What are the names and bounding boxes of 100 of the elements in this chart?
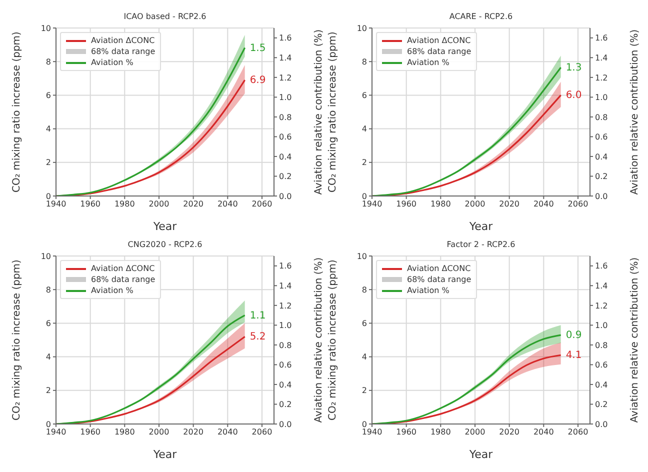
y-tick-label: 0: [46, 420, 51, 429]
x-tick-label: 2040: [533, 428, 554, 437]
x-tick-label: 2020: [183, 428, 204, 437]
y2-tick-label: 1.0: [279, 93, 292, 102]
x-tick-label: 2020: [499, 428, 520, 437]
chart-title: ACARE - RCP2.6: [448, 12, 514, 21]
y-tick-label: 2: [362, 386, 367, 396]
data-label: 6.0: [566, 90, 582, 102]
y-tick-label: 4: [46, 352, 51, 362]
legend-label: Aviation ΔCONC: [90, 263, 156, 274]
y-axis-title: CO₂ mixing ratio increase (ppm): [328, 31, 339, 192]
y-tick-label: 0: [46, 192, 51, 201]
y-tick-label: 8: [362, 285, 367, 294]
y2-tick-label: 1.6: [279, 34, 292, 43]
x-tick-label: 1980: [114, 428, 135, 437]
x-tick-label: 1960: [396, 200, 417, 209]
x-tick-label: 1980: [430, 200, 451, 209]
y-tick-label: 0: [362, 192, 367, 201]
y-tick-label: 4: [362, 352, 367, 362]
y2-tick-label: 1.4: [279, 53, 292, 62]
y2-tick-label: 0.2: [279, 172, 292, 182]
y2-tick-label: 0.0: [279, 192, 292, 201]
x-tick-label: 2000: [148, 428, 170, 437]
y-tick-label: 8: [46, 285, 51, 294]
y2-tick-label: 0.8: [595, 112, 608, 122]
y2-tick-label: 0.2: [595, 400, 608, 410]
chart-title: CNG2020 - RCP2.6: [126, 240, 204, 249]
y2-tick-label: 0.0: [279, 420, 292, 429]
y2-tick-label: 1.2: [595, 73, 608, 82]
x-tick-label: 2060: [252, 200, 272, 209]
y2-axis-title: Aviation relative contribution (%): [314, 29, 325, 195]
y2-tick-label: 0.6: [279, 132, 292, 142]
y2-tick-label: 1.0: [595, 93, 608, 102]
x-tick-label: 1960: [80, 200, 101, 209]
y2-tick-label: 1.6: [595, 34, 608, 43]
y2-tick-label: 1.2: [595, 301, 608, 310]
y-tick-label: 6: [46, 319, 51, 328]
chart-title: Factor 2 - RCP2.6: [446, 240, 516, 249]
y2-tick-label: 1.0: [595, 321, 608, 330]
y2-tick-label: 0.8: [279, 340, 292, 350]
x-tick-label: 1960: [396, 428, 417, 437]
legend-label: Aviation %: [406, 57, 450, 68]
y-tick-label: 4: [362, 124, 367, 134]
x-tick-label: 2020: [183, 200, 204, 209]
x-tick-label: 2040: [217, 428, 238, 437]
legend-label: Aviation ΔCONC: [406, 263, 472, 274]
x-tick-label: 1960: [80, 428, 101, 437]
legend-label: 68% data range: [406, 274, 472, 285]
y2-tick-label: 1.6: [279, 262, 292, 271]
x-tick-label: 2000: [148, 200, 170, 209]
data-label: 5.2: [250, 332, 266, 343]
y-tick-label: 6: [362, 319, 367, 328]
x-tick-label: 1980: [114, 200, 135, 209]
y2-tick-label: 0.8: [595, 340, 608, 350]
x-axis-title: Year: [152, 220, 178, 233]
x-axis-title: Year: [152, 448, 178, 461]
y-tick-label: 2: [46, 386, 51, 396]
x-tick-label: 1940: [46, 428, 66, 437]
y-tick-label: 2: [362, 158, 367, 168]
legend-label: Aviation %: [406, 285, 450, 296]
y2-tick-label: 1.0: [279, 321, 292, 330]
y2-tick-label: 1.4: [595, 281, 608, 290]
x-axis-title: Year: [468, 448, 494, 461]
x-tick-label: 2000: [464, 200, 486, 209]
y-axis-title: CO₂ mixing ratio increase (ppm): [328, 259, 339, 420]
y2-tick-label: 0.4: [595, 380, 608, 390]
data-label: 1.5: [250, 42, 266, 54]
y-axis-title: CO₂ mixing ratio increase (ppm): [12, 259, 23, 420]
y2-axis-title: Aviation relative contribution (%): [630, 29, 641, 195]
y2-tick-label: 1.4: [279, 281, 292, 290]
x-tick-label: 2040: [217, 200, 238, 209]
x-tick-label: 1980: [430, 428, 451, 437]
legend-label: 68% data range: [90, 46, 156, 57]
y-tick-label: 10: [40, 24, 51, 33]
y2-tick-label: 0.4: [279, 380, 292, 390]
y2-tick-label: 0.6: [595, 360, 608, 370]
y2-tick-label: 0.4: [595, 152, 608, 162]
y-tick-label: 10: [356, 24, 367, 33]
x-tick-label: 1940: [46, 200, 66, 209]
y2-tick-label: 1.2: [279, 301, 292, 310]
data-label: 1.3: [566, 62, 582, 74]
y2-tick-label: 0.0: [595, 420, 608, 429]
x-tick-label: 2040: [533, 200, 554, 209]
x-axis-title: Year: [468, 220, 494, 233]
y-tick-label: 8: [46, 57, 51, 66]
legend-label: Aviation ΔCONC: [90, 35, 156, 46]
y2-tick-label: 0.8: [279, 112, 292, 122]
x-tick-label: 2060: [568, 428, 588, 437]
y-axis-title: CO₂ mixing ratio increase (ppm): [12, 31, 23, 192]
legend-label: Aviation ΔCONC: [406, 35, 472, 46]
data-label: 6.9: [250, 75, 266, 86]
x-tick-label: 2060: [568, 200, 588, 209]
y2-tick-label: 0.6: [595, 132, 608, 142]
y-tick-label: 10: [40, 252, 51, 261]
y-tick-label: 4: [46, 124, 51, 134]
data-label: 0.9: [566, 330, 582, 342]
y-tick-label: 6: [362, 91, 367, 100]
y2-axis-title: Aviation relative contribution (%): [630, 257, 641, 423]
y-tick-label: 8: [362, 57, 367, 66]
y-tick-label: 0: [362, 420, 367, 429]
